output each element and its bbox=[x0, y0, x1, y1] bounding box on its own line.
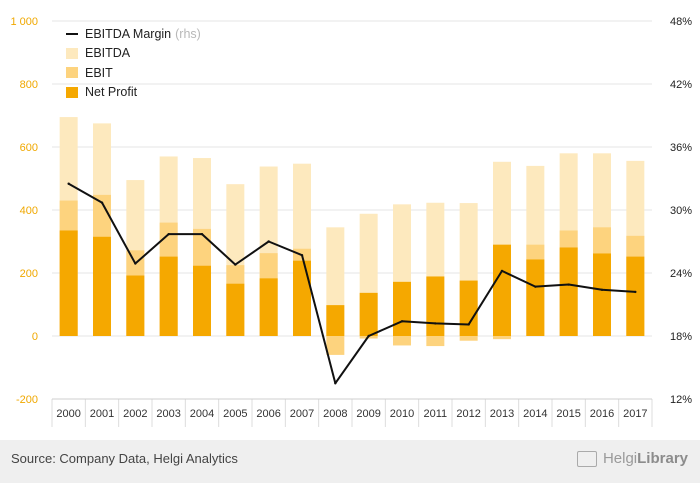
bar-ebit bbox=[426, 336, 445, 347]
legend-item-ebit[interactable]: EBIT bbox=[66, 63, 201, 83]
point-ebitda-margin bbox=[400, 320, 404, 323]
bar-net-profit bbox=[593, 253, 611, 336]
bar-ebit bbox=[493, 336, 511, 340]
point-ebitda-margin bbox=[167, 232, 170, 236]
legend-label: EBIT bbox=[85, 65, 113, 80]
bar-net-profit bbox=[59, 230, 78, 336]
bar-net-profit bbox=[93, 236, 111, 336]
x-tick-label: 2000 bbox=[56, 408, 80, 420]
legend-rhs-note: (rhs) bbox=[175, 26, 201, 41]
source-note: Source: Company Data, Helgi Analytics bbox=[11, 451, 238, 466]
x-tick-label: 2011 bbox=[424, 408, 448, 420]
helgi-library-logo-icon bbox=[576, 450, 597, 467]
x-tick-label: 2001 bbox=[90, 408, 114, 420]
legend-label: Net Profit bbox=[85, 85, 138, 100]
bar-net-profit bbox=[526, 259, 545, 336]
footer-bar: Source: Company Data, Helgi Analytics He… bbox=[0, 440, 700, 483]
y2-tick-label: 30% bbox=[670, 205, 692, 217]
legend-label: EBITDA bbox=[85, 46, 131, 61]
x-tick-label: 2015 bbox=[556, 408, 580, 420]
chart-legend: EBITDA Margin (rhs) EBITDA EBIT Net Prof… bbox=[66, 24, 201, 102]
legend-swatch-ebit bbox=[66, 67, 78, 79]
bar-net-profit bbox=[459, 280, 478, 336]
x-tick-label: 2002 bbox=[123, 408, 147, 420]
x-tick-label: 2007 bbox=[290, 408, 314, 420]
bar-ebit bbox=[326, 336, 345, 355]
y2-tick-label: 42% bbox=[670, 79, 692, 91]
y2-tick-label: 18% bbox=[670, 331, 692, 343]
x-tick-label: 2017 bbox=[623, 408, 647, 420]
point-ebitda-margin bbox=[300, 253, 304, 257]
brand-prefix: Helgi bbox=[602, 450, 638, 467]
point-ebitda-margin bbox=[500, 269, 504, 273]
legend-line-swatch bbox=[66, 32, 78, 35]
x-tick-label: 2012 bbox=[456, 408, 480, 420]
y2-tick-label: 12% bbox=[670, 394, 692, 406]
bar-net-profit bbox=[126, 275, 145, 336]
legend-item-ebitda[interactable]: EBITDA bbox=[66, 44, 201, 64]
bar-net-profit bbox=[259, 278, 278, 336]
brand-suffix: Library bbox=[637, 450, 688, 467]
point-ebitda-margin bbox=[634, 290, 637, 294]
brand-logo[interactable]: Helgi Library bbox=[576, 450, 688, 467]
point-ebitda-margin bbox=[67, 182, 70, 185]
x-tick-label: 2004 bbox=[190, 408, 214, 420]
point-ebitda-margin bbox=[267, 240, 270, 243]
point-ebitda-margin bbox=[434, 322, 437, 325]
y-tick-label: 400 bbox=[20, 205, 38, 217]
y-tick-label: 600 bbox=[20, 142, 38, 154]
point-ebitda-margin bbox=[567, 283, 570, 286]
y2-tick-label: 36% bbox=[670, 142, 692, 154]
legend-item-ebitda-margin[interactable]: EBITDA Margin (rhs) bbox=[66, 24, 201, 44]
x-tick-label: 2009 bbox=[356, 408, 380, 420]
bar-net-profit bbox=[359, 292, 378, 336]
legend-item-net-profit[interactable]: Net Profit bbox=[66, 83, 201, 103]
point-ebitda-margin bbox=[334, 382, 337, 385]
x-tick-label: 2008 bbox=[323, 408, 347, 420]
point-ebitda-margin bbox=[200, 232, 204, 236]
line-ebitda-margin bbox=[68, 182, 636, 385]
chart-plot: -200 0 200 400 600 800 1 000 12% 18% 24% 30% 36% 42%… bbox=[10, 16, 692, 427]
bar-net-profit bbox=[326, 305, 345, 336]
bar-net-profit bbox=[493, 244, 511, 336]
bar-net-profit bbox=[393, 281, 411, 336]
bar-net-profit bbox=[159, 256, 178, 336]
x-tick-label: 2003 bbox=[156, 408, 180, 420]
point-ebitda-margin bbox=[234, 263, 237, 266]
bar-net-profit bbox=[193, 265, 211, 336]
legend-swatch-net-profit bbox=[66, 86, 78, 98]
y-tick-label: -200 bbox=[16, 394, 38, 406]
x-tick-label: 2005 bbox=[223, 408, 247, 420]
bar-net-profit bbox=[559, 247, 578, 336]
y-tick-label: 1 000 bbox=[10, 16, 38, 28]
legend-label: EBITDA Margin bbox=[85, 26, 172, 41]
bar-ebit bbox=[393, 336, 411, 346]
y-tick-label: 200 bbox=[20, 268, 38, 280]
bar-net-profit bbox=[293, 260, 311, 336]
y2-tick-label: 24% bbox=[670, 268, 692, 280]
x-tick-label: 2006 bbox=[256, 408, 280, 420]
bar-net-profit bbox=[226, 283, 245, 336]
point-ebitda-margin bbox=[100, 201, 104, 204]
x-tick-label: 2014 bbox=[523, 408, 547, 420]
bar-net-profit bbox=[426, 276, 445, 336]
x-tick-label: 2013 bbox=[490, 408, 514, 420]
y-tick-label: 800 bbox=[20, 79, 38, 91]
bar-net-profit bbox=[626, 256, 645, 336]
point-ebitda-margin bbox=[600, 288, 604, 291]
point-ebitda-margin bbox=[467, 323, 470, 326]
legend-swatch-ebitda bbox=[66, 47, 78, 59]
x-tick-label: 2010 bbox=[390, 408, 414, 420]
y2-tick-label: 48% bbox=[670, 16, 692, 28]
point-ebitda-margin bbox=[534, 285, 537, 288]
bar-ebit bbox=[459, 336, 478, 341]
point-ebitda-margin bbox=[134, 262, 137, 265]
x-tick-label: 2016 bbox=[590, 408, 614, 420]
y-tick-label: 0 bbox=[32, 331, 38, 343]
point-ebitda-margin bbox=[367, 334, 370, 338]
